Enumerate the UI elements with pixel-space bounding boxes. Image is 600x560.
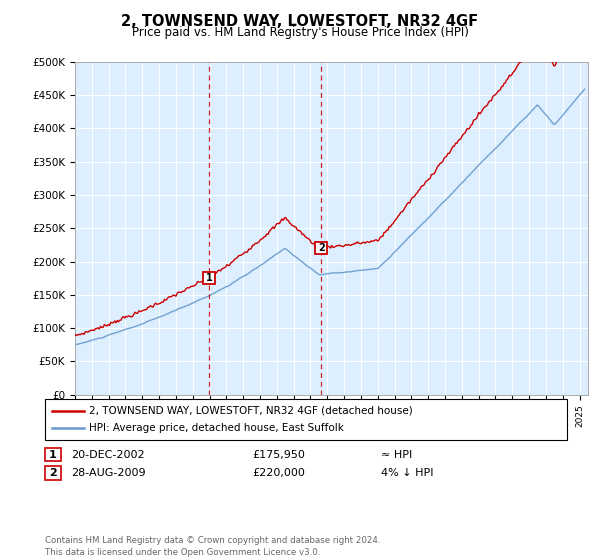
Text: 1: 1 (49, 450, 56, 460)
Text: 1: 1 (206, 273, 212, 283)
Text: 2: 2 (318, 243, 325, 253)
Text: HPI: Average price, detached house, East Suffolk: HPI: Average price, detached house, East… (89, 423, 344, 433)
Text: 28-AUG-2009: 28-AUG-2009 (71, 468, 146, 478)
Text: 4% ↓ HPI: 4% ↓ HPI (381, 468, 433, 478)
Text: £175,950: £175,950 (252, 450, 305, 460)
Text: Price paid vs. HM Land Registry's House Price Index (HPI): Price paid vs. HM Land Registry's House … (131, 26, 469, 39)
Text: ≈ HPI: ≈ HPI (381, 450, 412, 460)
Text: 20-DEC-2002: 20-DEC-2002 (71, 450, 145, 460)
Text: £220,000: £220,000 (252, 468, 305, 478)
Text: Contains HM Land Registry data © Crown copyright and database right 2024.
This d: Contains HM Land Registry data © Crown c… (45, 536, 380, 557)
Text: 2, TOWNSEND WAY, LOWESTOFT, NR32 4GF: 2, TOWNSEND WAY, LOWESTOFT, NR32 4GF (121, 14, 479, 29)
Text: 2, TOWNSEND WAY, LOWESTOFT, NR32 4GF (detached house): 2, TOWNSEND WAY, LOWESTOFT, NR32 4GF (de… (89, 405, 413, 416)
Text: 2: 2 (49, 468, 56, 478)
